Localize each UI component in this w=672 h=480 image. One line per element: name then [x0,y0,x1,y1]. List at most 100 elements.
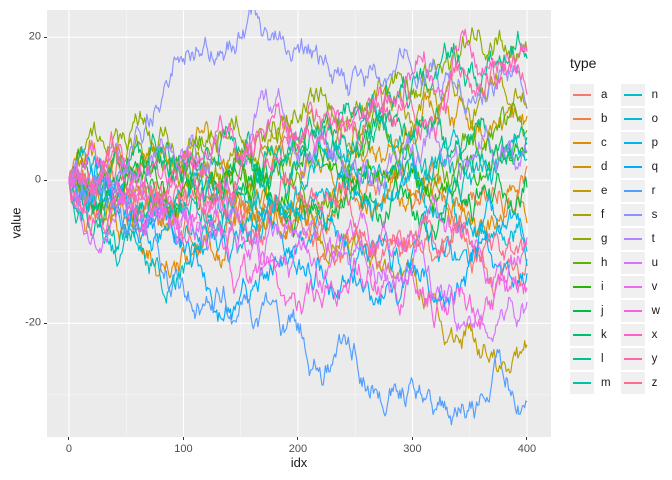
legend-key-swatch [570,156,594,178]
legend-label: k [601,329,607,341]
legend-entry-d: d [570,156,611,178]
legend-key-line [573,142,591,144]
legend-entry-j: j [570,300,611,322]
x-tick-mark [68,437,70,440]
legend-key-line [573,286,591,288]
legend-entry-g: g [570,228,611,250]
legend-key-line [623,310,642,312]
series-line-h [68,102,528,221]
legend-label: o [651,113,658,125]
series-line-n [68,128,528,304]
legend-key-swatch [570,180,594,202]
legend-key-line [573,310,591,312]
legend-label: u [651,257,658,269]
legend-key-line [573,238,591,240]
legend-entry-r: r [620,180,660,202]
series-line-e [68,161,528,374]
series-line-g [68,27,528,187]
legend-entry-o: o [620,108,660,130]
x-tick-mark [297,437,299,440]
legend-key-swatch [620,372,645,394]
legend-entry-h: h [570,252,611,274]
legend-key-swatch [570,372,594,394]
legend-entry-c: c [570,132,611,154]
legend-entry-s: s [620,204,660,226]
legend-entry-m: m [570,372,611,394]
legend-label: v [651,281,658,293]
legend-key-line [573,334,591,336]
legend-key-line [623,262,642,264]
y-axis-title: value [8,207,24,239]
legend-key-swatch [620,204,645,226]
legend-entry-p: p [620,132,660,154]
legend-label: y [651,353,658,365]
legend-entry-e: e [570,180,611,202]
series-line-z [68,131,528,268]
legend-key-line [623,238,642,240]
legend-key-swatch [570,228,594,250]
legend-label: a [601,89,608,101]
legend-title: type [570,55,597,71]
y-tick-mark [44,322,47,324]
legend-label: i [601,281,604,293]
legend-key-swatch [620,228,645,250]
legend-label: t [651,233,655,245]
legend-entry-x: x [620,324,660,346]
legend-key-swatch [620,276,645,298]
legend-key-line [573,262,591,264]
x-tick-label: 200 [288,443,308,455]
legend-label: b [601,113,608,125]
legend-entry-u: u [620,252,660,274]
legend-key-swatch [570,348,594,370]
legend-key-line [573,358,591,360]
legend-key-swatch [620,300,645,322]
legend-key-swatch [620,108,645,130]
legend-label: g [601,233,608,245]
legend-label: m [601,377,611,389]
legend-key-line [623,358,642,360]
legend-label: s [651,209,658,221]
legend-key-line [573,382,591,384]
legend-entry-t: t [620,228,660,250]
legend-entry-z: z [620,372,660,394]
legend-key-line [573,118,591,120]
legend-key-swatch [620,252,645,274]
legend-key-swatch [570,204,594,226]
legend-key-line [623,286,642,288]
legend-label: l [601,353,604,365]
x-tick-label: 400 [517,443,537,455]
legend-entry-n: n [620,84,660,106]
legend-key-swatch [570,300,594,322]
legend-entry-k: k [570,324,611,346]
legend-entry-i: i [570,276,611,298]
y-tick-label: 20 [28,30,41,43]
legend-key-swatch [570,84,594,106]
legend-entry-b: b [570,108,611,130]
series-line-m [68,94,528,253]
plot-canvas [47,10,551,437]
legend-label: q [651,161,658,173]
y-tick-label: -20 [25,316,41,329]
legend-key-swatch [620,132,645,154]
legend-key-line [623,190,642,192]
x-tick-label: 100 [174,443,193,455]
legend-label: j [601,305,604,317]
legend-label: z [651,377,658,389]
x-tick-mark [182,437,184,440]
legend-key-line [573,214,591,216]
legend-label: x [651,329,658,341]
legend-key-line [623,214,642,216]
legend-key-line [623,142,642,144]
legend-entry-l: l [570,348,611,370]
legend-key-swatch [570,132,594,154]
legend-key-swatch [620,156,645,178]
y-tick-mark [44,36,47,38]
plot-panel [47,10,551,437]
series-line-y [68,52,528,214]
legend-key-line [573,190,591,192]
legend-key-line [623,166,642,168]
legend-label: d [601,161,608,173]
